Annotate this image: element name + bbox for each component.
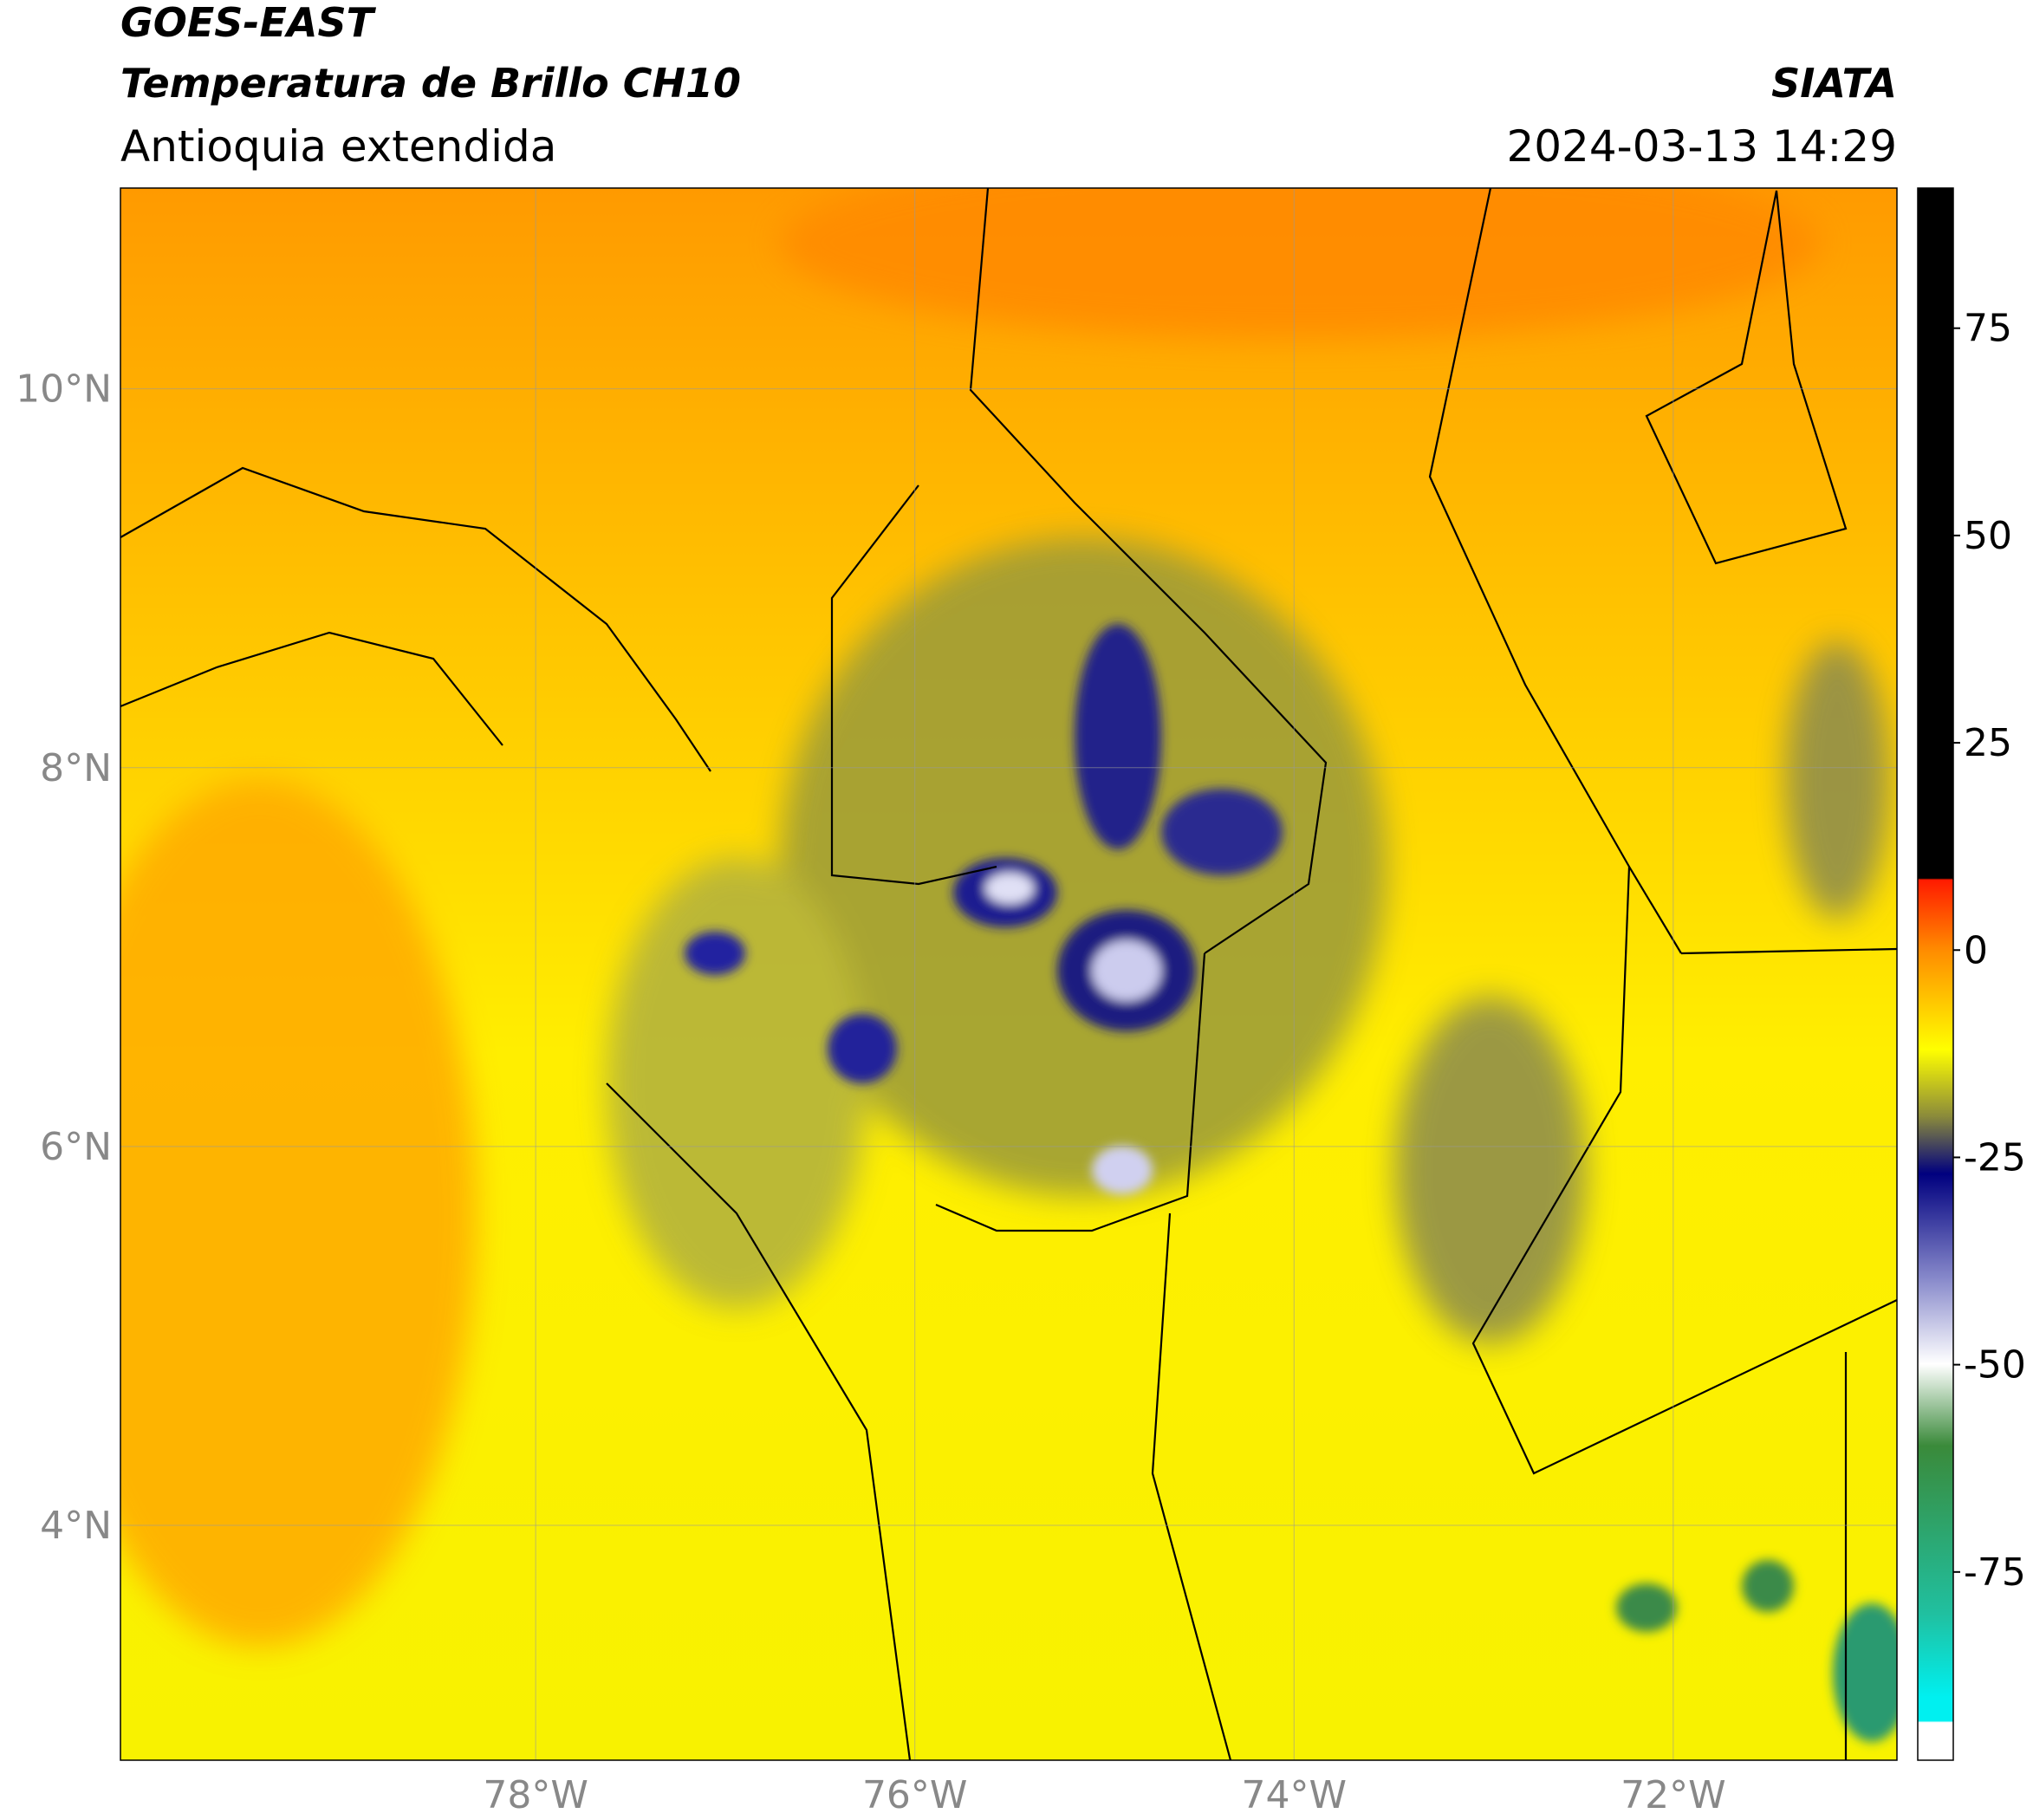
map-frame	[120, 187, 1898, 1761]
colorbar-tick-label: 0	[1964, 928, 1988, 972]
source: SIATA	[1771, 60, 1897, 107]
x-tick-label: 78°W	[483, 1773, 588, 1817]
title: GOES-EAST	[120, 0, 377, 46]
colorbar-tick-label: 75	[1964, 307, 2012, 351]
colorbar-tick-label: -25	[1964, 1135, 2026, 1180]
colorbar-tick-label: 50	[1964, 514, 2012, 558]
y-tick-label: 10°N	[16, 367, 112, 412]
x-tick-label: 74°W	[1242, 1773, 1348, 1817]
y-tick-label: 8°N	[40, 746, 112, 790]
borders	[120, 188, 1897, 1760]
colorbar-tick-label: -75	[1964, 1550, 2026, 1595]
region: Antioquia extendida	[120, 121, 556, 172]
y-tick-label: 6°N	[40, 1125, 112, 1169]
grid	[120, 188, 1897, 1760]
colorbar-tick-label: 25	[1964, 721, 2012, 765]
y-tick-label: 4°N	[40, 1504, 112, 1548]
x-tick-label: 72°W	[1621, 1773, 1726, 1817]
colorbar	[1917, 187, 1954, 1761]
header: GOES-EAST Temperatura de Brillo CH10 Ant…	[120, 0, 1897, 172]
x-tick-label: 76°W	[862, 1773, 968, 1817]
colorbar-tick-label: -50	[1964, 1343, 2026, 1388]
satellite-image	[120, 188, 1897, 1760]
timestamp: 2024-03-13 14:29	[1506, 121, 1897, 172]
subtitle: Temperatura de Brillo CH10	[120, 60, 741, 107]
